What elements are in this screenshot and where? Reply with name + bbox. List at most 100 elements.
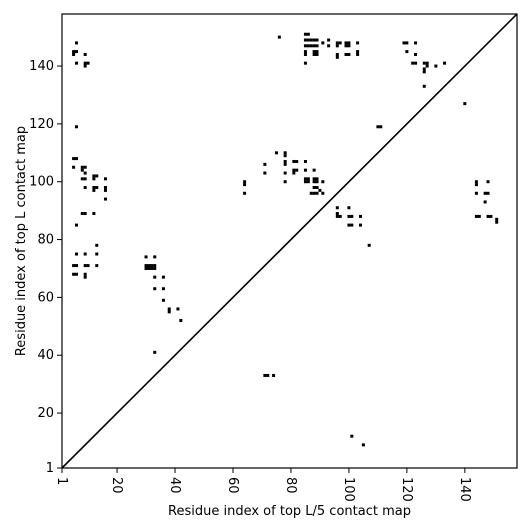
contact-point-upper (356, 52, 360, 56)
contact-point-upper (321, 180, 325, 184)
y-axis-label: Residue index of top L contact map (14, 126, 29, 356)
contact-point-upper (474, 191, 478, 195)
contact-point-upper (434, 64, 438, 68)
contact-point-upper (303, 38, 307, 42)
contact-point-upper (95, 243, 99, 247)
contact-point-upper (74, 41, 78, 45)
contact-point-upper (74, 61, 78, 65)
contact-point-upper (80, 212, 84, 216)
contact-point-upper (292, 159, 296, 163)
contact-point-upper (83, 165, 87, 169)
contact-point-upper (379, 125, 383, 129)
contact-point-upper (86, 61, 90, 65)
contact-point-upper (167, 307, 171, 311)
contact-point-upper (347, 44, 351, 48)
contact-point-upper (312, 44, 316, 48)
contact-point-upper (74, 50, 78, 54)
contact-point-upper (414, 41, 418, 45)
contact-point-upper (359, 223, 363, 227)
contact-point-upper (144, 264, 148, 268)
contact-point-upper (80, 177, 84, 181)
contact-point-upper (92, 212, 96, 216)
points-group (72, 32, 499, 447)
contact-point-upper (274, 151, 278, 155)
contact-point-upper (335, 52, 339, 56)
contact-point-upper (147, 264, 151, 268)
contact-point-upper (489, 214, 493, 218)
contact-point-upper (312, 50, 316, 54)
contact-point-upper (147, 266, 151, 270)
contact-point-lower (350, 434, 354, 438)
contact-point-upper (422, 70, 426, 74)
contact-point-upper (83, 252, 87, 256)
contact-point-upper (321, 41, 325, 45)
contact-point-upper (95, 186, 99, 190)
contact-point-upper (335, 212, 339, 216)
contact-point-upper (72, 264, 76, 268)
x-axis-label: Residue index of top L/5 contact map (168, 504, 411, 519)
contact-point-upper (103, 186, 107, 190)
contact-point-upper (327, 38, 331, 42)
contact-point-upper (80, 165, 84, 169)
contact-point-upper (303, 50, 307, 54)
contact-point-upper (306, 32, 310, 36)
contact-point-upper (318, 188, 322, 192)
contact-point-upper (303, 61, 307, 65)
contact-point-upper (312, 168, 316, 172)
contact-point-upper (153, 266, 157, 270)
contact-point-upper (315, 52, 319, 56)
contact-point-upper (95, 174, 99, 178)
contact-point-upper (356, 41, 360, 45)
contact-point-upper (425, 61, 429, 65)
contact-point-upper (312, 52, 316, 56)
y-tick-label: 80 (37, 233, 54, 248)
contact-point-upper (303, 52, 307, 56)
contact-point-upper (483, 200, 487, 204)
contact-point-upper (161, 298, 165, 302)
contact-point-upper (495, 217, 499, 221)
contact-point-upper (414, 52, 418, 56)
x-tick-label: 20 (109, 477, 124, 494)
contact-point-upper (483, 191, 487, 195)
contact-point-upper (411, 61, 415, 65)
contact-point-upper (344, 52, 348, 56)
contact-point-upper (402, 41, 406, 45)
contact-point-upper (303, 177, 307, 181)
x-tick-label: 40 (167, 477, 182, 494)
contact-point-upper (263, 171, 267, 175)
contact-point-upper (309, 191, 313, 195)
y-tick-label: 20 (37, 406, 54, 421)
contact-point-upper (474, 214, 478, 218)
contact-point-upper (315, 38, 319, 42)
x-tick-label: 80 (283, 477, 298, 494)
contact-point-upper (376, 125, 380, 129)
contact-point-upper (74, 272, 78, 276)
contact-point-upper (283, 151, 287, 155)
contact-point-upper (72, 52, 76, 56)
contact-point-upper (344, 41, 348, 45)
contact-point-upper (243, 183, 247, 187)
contact-point-upper (303, 32, 307, 36)
contact-point-upper (425, 64, 429, 68)
contact-point-upper (263, 162, 267, 166)
contact-point-upper (83, 177, 87, 181)
contact-point-upper (350, 223, 354, 227)
contact-point-upper (83, 272, 87, 276)
contact-point-upper (312, 38, 316, 42)
contact-point-upper (283, 180, 287, 184)
y-tick-label: 40 (37, 348, 54, 363)
plot-frame (61, 13, 518, 469)
contact-point-upper (303, 180, 307, 184)
contact-point-lower (266, 373, 270, 377)
contact-point-upper (72, 165, 76, 169)
contact-point-upper (356, 50, 360, 54)
contact-point-upper (344, 44, 348, 48)
contact-point-upper (347, 214, 351, 218)
contact-point-upper (144, 266, 148, 270)
x-tick-label: 120 (399, 477, 414, 502)
contact-point-upper (295, 168, 299, 172)
contact-point-upper (312, 186, 316, 190)
contact-point-upper (74, 264, 78, 268)
contact-point-upper (315, 177, 319, 181)
contact-point-upper (338, 214, 342, 218)
